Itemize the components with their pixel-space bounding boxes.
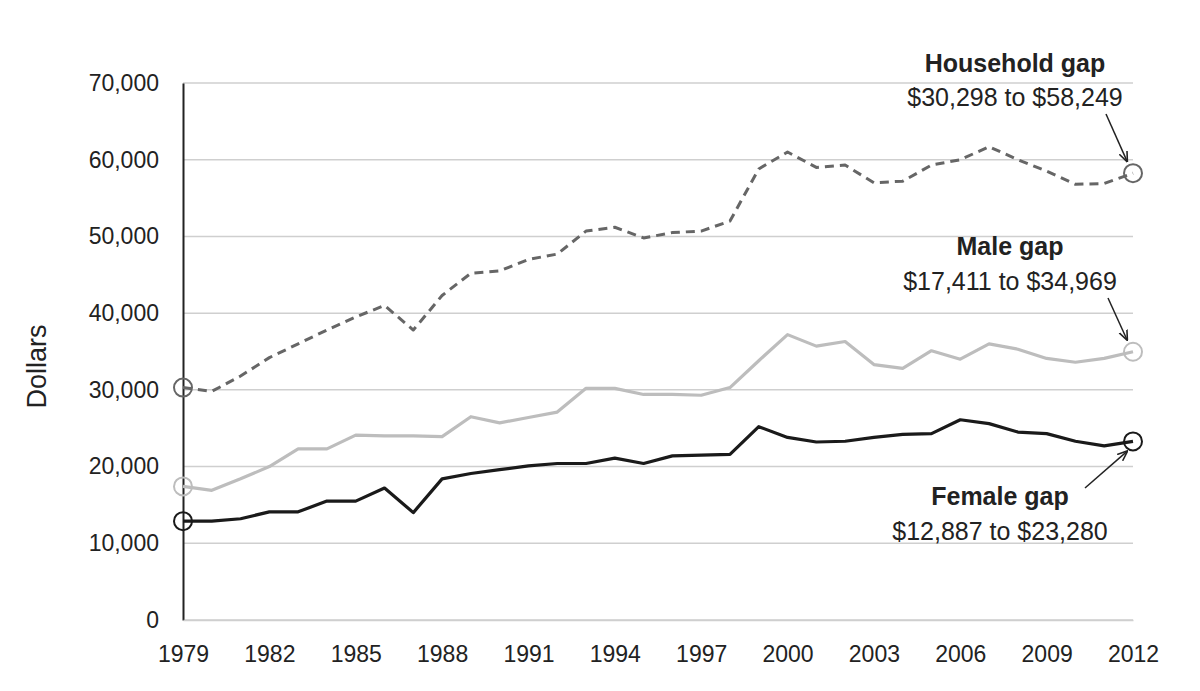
grid-line <box>183 159 1133 161</box>
x-tick-label: 2003 <box>849 641 900 667</box>
x-tick: 1985 <box>331 620 382 667</box>
annotation-title: Household gap <box>925 49 1106 77</box>
x-tick-label: 2006 <box>935 641 986 667</box>
y-tick-label: 40,000 <box>89 300 159 326</box>
x-tick: 2003 <box>849 620 900 667</box>
annotation-title: Female gap <box>931 482 1069 510</box>
plot-area <box>174 147 1142 530</box>
x-tick: 1988 <box>417 620 468 667</box>
y-tick: 0 <box>146 607 183 633</box>
y-axis: 0 10,000 20,000 30,000 40,000 50,000 60,000 70,… <box>89 70 184 633</box>
x-tick-label: 1997 <box>676 641 727 667</box>
x-tick: 1994 <box>590 620 641 667</box>
y-axis-title: Dollars <box>22 324 52 408</box>
grid-line <box>183 619 1133 621</box>
endpoint-marker <box>1124 164 1142 182</box>
annotation-arrow <box>1108 298 1127 340</box>
series-line <box>183 147 1133 392</box>
annotation-text: $17,411 to $34,969 <box>903 267 1117 295</box>
y-tick-label: 0 <box>146 607 159 633</box>
annotation-title: Male gap <box>957 232 1064 260</box>
annotation-arrow <box>1106 114 1127 161</box>
series-line <box>183 420 1133 521</box>
y-tick-label: 30,000 <box>89 377 159 403</box>
y-tick: 60,000 <box>89 147 183 173</box>
y-tick-label: 70,000 <box>89 70 159 96</box>
endpoint-marker <box>1124 432 1142 450</box>
chart: 0 10,000 20,000 30,000 40,000 50,000 60,000 70,… <box>0 0 1200 691</box>
x-tick-label: 1988 <box>417 641 468 667</box>
x-tick: 1979 <box>158 620 209 667</box>
grid <box>183 83 1133 620</box>
grid-line <box>183 466 1133 468</box>
x-tick-label: 1991 <box>503 641 554 667</box>
x-tick-label: 1979 <box>158 641 209 667</box>
y-tick-label: 60,000 <box>89 147 159 173</box>
annotation-text: $12,887 to $23,280 <box>892 517 1107 545</box>
y-tick: 30,000 <box>89 377 183 403</box>
annotation-arrow <box>1085 451 1127 488</box>
grid-line <box>183 312 1133 314</box>
x-tick-label: 2000 <box>762 641 813 667</box>
x-tick: 2012 <box>1108 620 1159 667</box>
y-tick: 10,000 <box>89 530 183 556</box>
y-tick: 70,000 <box>89 70 183 96</box>
x-tick: 2006 <box>935 620 986 667</box>
x-axis: 1979 1982 1985 1988 1991 1994 1997 2000 2003 2006… <box>158 620 1159 667</box>
x-tick-label: 2009 <box>1022 641 1073 667</box>
x-tick: 1997 <box>676 620 727 667</box>
x-tick: 2000 <box>762 620 813 667</box>
grid-line <box>183 389 1133 391</box>
endpoint-marker <box>174 477 192 495</box>
x-tick: 1991 <box>503 620 554 667</box>
annotation-text: $30,298 to $58,249 <box>907 83 1122 111</box>
y-axis-line <box>183 84 185 621</box>
y-tick-label: 50,000 <box>89 223 159 249</box>
y-tick: 20,000 <box>89 453 183 479</box>
x-tick: 2009 <box>1022 620 1073 667</box>
annotations: Household gap $30,298 to $58,249 Male gap $… <box>892 49 1127 545</box>
x-tick-label: 1985 <box>331 641 382 667</box>
x-tick-label: 2012 <box>1108 641 1159 667</box>
endpoint-marker <box>174 379 192 397</box>
y-tick-label: 10,000 <box>89 530 159 556</box>
endpoint-marker <box>1124 343 1142 361</box>
endpoint-marker <box>174 512 192 530</box>
x-axis-line <box>184 620 1134 622</box>
y-tick: 50,000 <box>89 223 183 249</box>
series-line <box>183 335 1133 491</box>
x-tick-label: 1982 <box>244 641 295 667</box>
x-tick: 1982 <box>244 620 295 667</box>
y-tick: 40,000 <box>89 300 183 326</box>
y-tick-label: 20,000 <box>89 453 159 479</box>
x-tick-label: 1994 <box>590 641 641 667</box>
